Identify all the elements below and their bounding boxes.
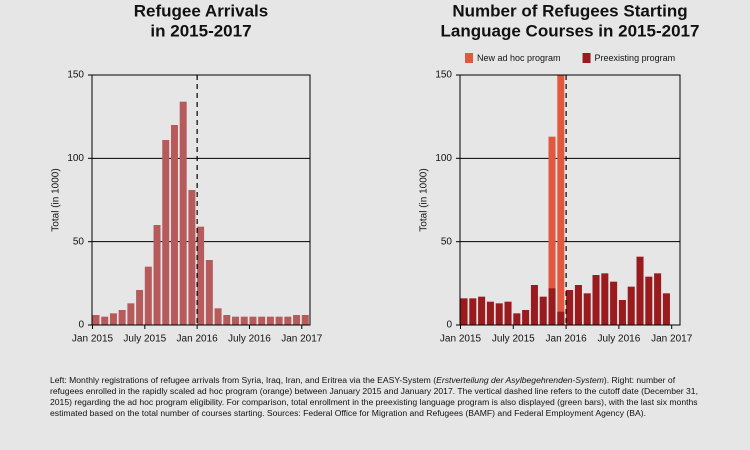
bar	[504, 301, 512, 325]
bar	[249, 316, 257, 325]
bar	[654, 273, 662, 325]
chart-title: Refugee Arrivals	[134, 1, 268, 20]
bar	[522, 310, 530, 325]
y-tick-label: 50	[441, 236, 453, 247]
bar	[293, 315, 301, 325]
bar	[258, 316, 266, 325]
x-tick-label: July 2016	[228, 334, 271, 345]
bar	[136, 290, 144, 325]
x-tick-label: Jan 2015	[440, 334, 482, 345]
bar	[127, 303, 135, 325]
bar	[495, 303, 503, 325]
chart-title: Number of Refugees Starting	[452, 1, 687, 20]
bar	[275, 316, 283, 325]
bar	[662, 293, 670, 325]
bar	[205, 260, 213, 325]
bar	[301, 315, 309, 325]
x-tick-label: Jan 2015	[72, 334, 114, 345]
bar	[539, 296, 547, 325]
y-tick-label: 0	[446, 320, 452, 331]
chart-title: Language Courses in 2015-2017	[441, 21, 700, 40]
bar	[188, 190, 196, 325]
x-tick-label: Jan 2017	[651, 334, 693, 345]
bar	[548, 136, 556, 325]
bar	[109, 313, 117, 325]
bar	[566, 290, 574, 325]
bar	[144, 266, 152, 325]
caption-text: ). Right: number of refugees enrolled in…	[50, 375, 698, 418]
bar	[478, 296, 486, 325]
bar	[92, 315, 100, 325]
x-tick-label: July 2015	[492, 334, 535, 345]
bar	[284, 316, 292, 325]
bar	[469, 298, 477, 325]
x-tick-label: Jan 2017	[281, 334, 323, 345]
x-tick-label: July 2016	[597, 334, 640, 345]
bar	[460, 298, 468, 325]
bar	[548, 288, 556, 325]
caption-italic: Erstverteilung der Asylbegehrenden-Syste…	[436, 375, 604, 385]
bar	[101, 316, 109, 325]
bar	[170, 125, 178, 325]
bar	[636, 256, 644, 325]
bar	[513, 313, 521, 325]
bar	[557, 311, 565, 325]
bar	[618, 300, 626, 325]
caption-text: Left: Monthly registrations of refugee a…	[50, 375, 437, 385]
y-axis-label: Total (in 1000)	[419, 168, 430, 231]
y-tick-label: 50	[73, 236, 85, 247]
x-tick-label: July 2015	[123, 334, 166, 345]
x-tick-label: Jan 2016	[546, 334, 588, 345]
bar	[557, 75, 565, 325]
legend-label: Preexisting program	[595, 53, 676, 63]
y-tick-label: 100	[435, 153, 452, 164]
y-axis-label: Total (in 1000)	[51, 168, 62, 231]
bar	[179, 101, 187, 326]
bar	[583, 293, 591, 325]
bar	[240, 316, 248, 325]
y-tick-label: 0	[78, 320, 84, 331]
bar	[214, 308, 222, 325]
bar	[197, 226, 205, 325]
legend-swatch	[465, 53, 473, 63]
chart-title: in 2015-2017	[150, 21, 251, 40]
bar	[610, 281, 618, 325]
plot-frame	[91, 74, 311, 326]
y-tick-label: 100	[67, 153, 84, 164]
bar	[627, 286, 635, 325]
legend-swatch	[582, 53, 591, 63]
bar	[232, 316, 239, 325]
bar	[592, 275, 600, 325]
bar	[601, 273, 609, 325]
x-tick-label: Jan 2016	[177, 334, 219, 345]
bar	[530, 285, 538, 325]
bar	[266, 316, 274, 325]
plot-frame	[459, 74, 681, 326]
bar	[574, 285, 582, 325]
bar	[153, 225, 161, 325]
y-tick-label: 150	[67, 70, 84, 81]
y-tick-label: 150	[435, 70, 452, 81]
bar	[223, 315, 231, 325]
bar	[118, 310, 126, 325]
bar	[162, 140, 170, 325]
bar	[486, 301, 494, 325]
caption: Left: Monthly registrations of refugee a…	[50, 375, 700, 419]
legend-label: New ad hoc program	[477, 53, 561, 63]
bar	[645, 276, 653, 325]
